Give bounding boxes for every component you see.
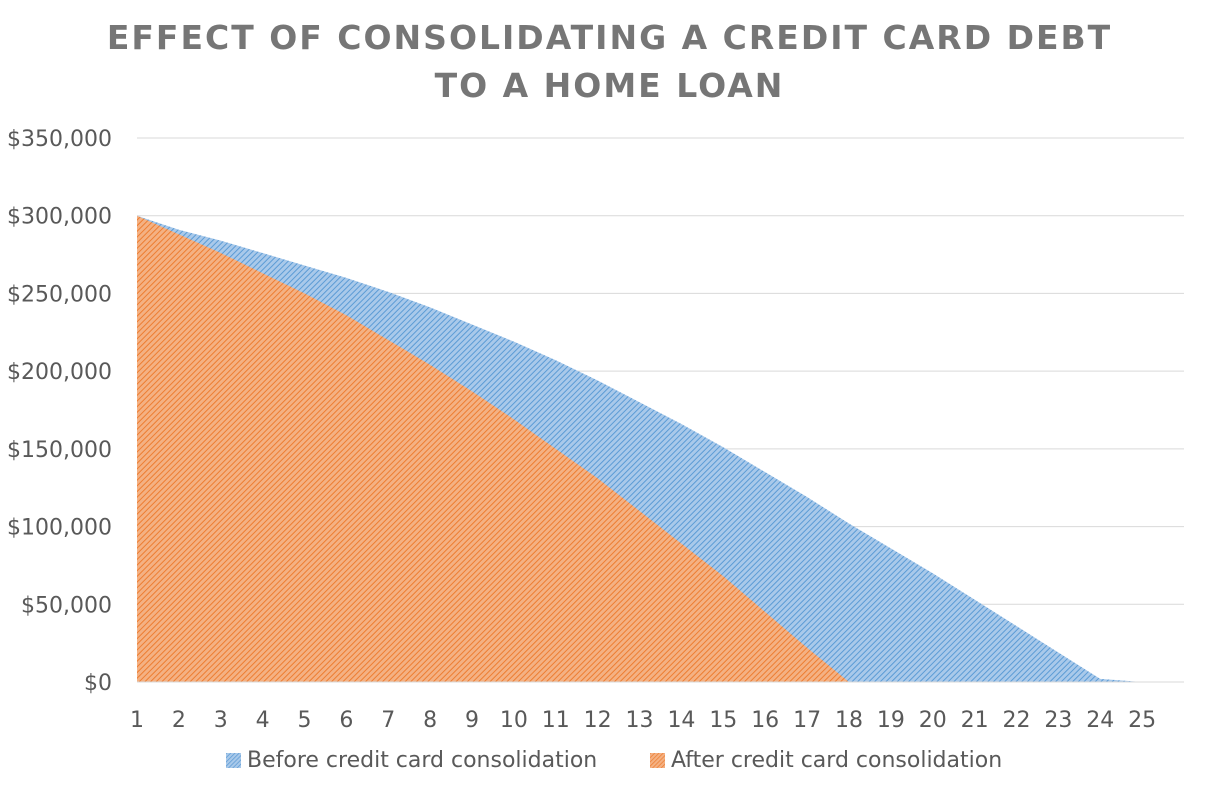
- x-tick-label: 24: [1086, 708, 1114, 733]
- x-tick-label: 4: [256, 708, 270, 733]
- y-tick-label: $50,000: [21, 593, 112, 618]
- x-tick-label: 15: [709, 708, 737, 733]
- x-tick-label: 10: [500, 708, 528, 733]
- legend: Before credit card consolidation After c…: [0, 748, 1219, 782]
- x-tick-label: 18: [835, 708, 863, 733]
- x-tick-label: 21: [961, 708, 989, 733]
- x-tick-label: 1: [130, 708, 144, 733]
- x-tick-label: 9: [465, 708, 479, 733]
- series-area-after: [137, 215, 849, 682]
- y-tick-label: $250,000: [7, 282, 112, 307]
- chart-title-line-2: TO A HOME LOAN: [434, 66, 785, 105]
- y-axis: $0 $50,000 $100,000 $150,000 $200,000 $250,00…: [7, 127, 112, 696]
- legend-item-before: Before credit card consolidation: [226, 748, 597, 773]
- x-tick-label: 12: [584, 708, 612, 733]
- y-tick-label: $350,000: [7, 127, 112, 152]
- x-tick-label: 16: [751, 708, 779, 733]
- x-tick-label: 5: [298, 708, 312, 733]
- x-tick-label: 17: [793, 708, 821, 733]
- x-tick-label: 6: [339, 708, 353, 733]
- y-tick-label: $300,000: [7, 205, 112, 230]
- chart-title-line-1: EFFECT OF CONSOLIDATING A CREDIT CARD DE…: [106, 18, 1113, 57]
- x-tick-label: 20: [919, 708, 947, 733]
- x-axis: 1 2 3 4 5 6 7 8 9 10 11 12 13 14 15 16 17 18 19 20 21 22 23 24 2…: [130, 681, 1184, 733]
- y-tick-label: $0: [84, 671, 112, 696]
- x-tick-label: 3: [214, 708, 228, 733]
- x-tick-label: 19: [877, 708, 905, 733]
- legend-label-after: After credit card consolidation: [671, 748, 1003, 773]
- x-tick-label: 7: [381, 708, 395, 733]
- legend-swatch-after: [650, 753, 665, 768]
- y-tick-label: $150,000: [7, 438, 112, 463]
- x-tick-label: 25: [1128, 708, 1156, 733]
- legend-label-before: Before credit card consolidation: [247, 748, 598, 773]
- x-tick-label: 11: [542, 708, 570, 733]
- legend-item-after: After credit card consolidation: [650, 748, 1002, 773]
- x-tick-label: 14: [667, 708, 695, 733]
- x-tick-label: 22: [1002, 708, 1030, 733]
- x-tick-label: 2: [172, 708, 186, 733]
- series-areas: [137, 215, 1143, 682]
- x-tick-label: 8: [423, 708, 437, 733]
- y-tick-label: $200,000: [7, 360, 112, 385]
- legend-swatch-before: [226, 753, 241, 768]
- y-tick-label: $100,000: [7, 516, 112, 541]
- x-tick-label: 13: [626, 708, 654, 733]
- x-tick-label: 23: [1044, 708, 1072, 733]
